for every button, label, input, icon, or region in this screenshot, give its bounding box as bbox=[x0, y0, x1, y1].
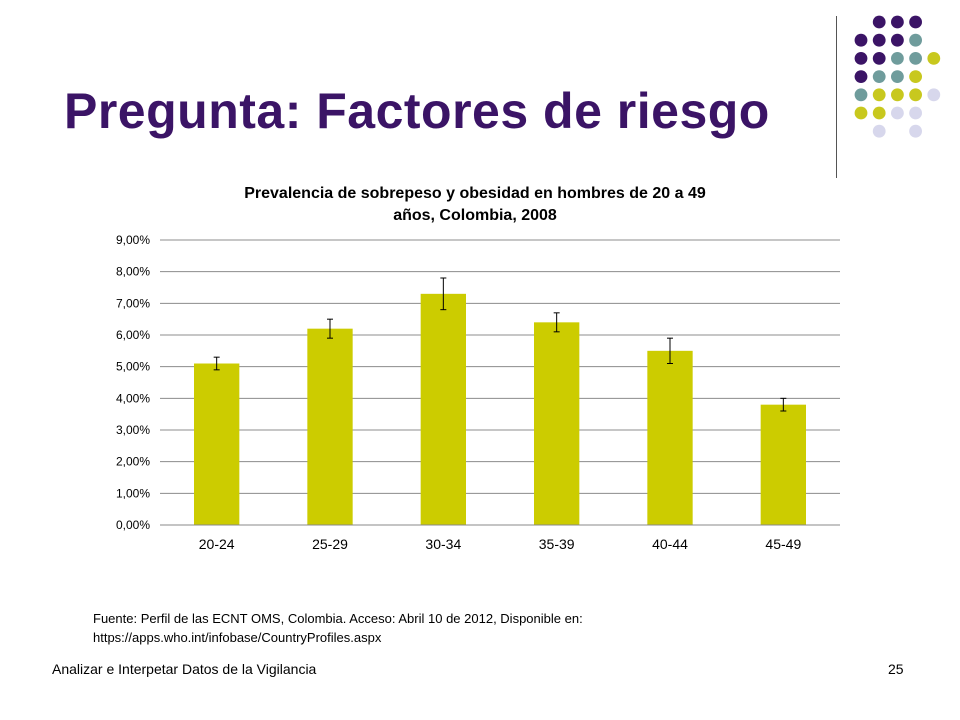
y-tick-label: 3,00% bbox=[116, 423, 150, 437]
bar-25-29 bbox=[307, 328, 353, 525]
decorative-dot bbox=[891, 106, 904, 120]
decorative-dot bbox=[872, 106, 886, 120]
decorative-dot bbox=[854, 88, 868, 102]
error-bars bbox=[213, 277, 787, 412]
bars bbox=[194, 293, 806, 525]
decorative-dot bbox=[927, 52, 941, 65]
decorative-dot bbox=[854, 106, 868, 120]
gridlines bbox=[160, 239, 840, 526]
y-tick-label: 7,00% bbox=[116, 296, 150, 310]
footer-text: Analizar e Interpetar Datos de la Vigila… bbox=[52, 661, 317, 677]
y-tick-label: 8,00% bbox=[116, 265, 150, 279]
decorative-dot bbox=[872, 88, 886, 102]
x-tick-label: 35-39 bbox=[539, 536, 575, 552]
source-note: Fuente: Perfil de las ECNT OMS, Colombia… bbox=[93, 609, 693, 647]
decorative-dot bbox=[909, 124, 922, 138]
decorative-dot bbox=[909, 70, 922, 83]
decorative-dot bbox=[872, 124, 886, 138]
bar-20-24 bbox=[194, 363, 240, 525]
bar-45-49 bbox=[760, 404, 806, 525]
decorative-dot bbox=[909, 33, 922, 47]
decorative-dot bbox=[891, 52, 904, 65]
decorative-dot bbox=[854, 70, 868, 83]
y-tick-label: 0,00% bbox=[116, 518, 150, 532]
decorative-dot bbox=[854, 52, 868, 65]
decorative-dot bbox=[909, 15, 922, 29]
decorative-dot bbox=[872, 15, 886, 29]
decorative-dot bbox=[927, 88, 941, 102]
error-bar-35-39 bbox=[553, 312, 560, 333]
error-bar-45-49 bbox=[780, 397, 787, 412]
bar-chart: Prevalencia de sobrepeso y obesidad en h… bbox=[116, 185, 840, 552]
y-tick-label: 9,00% bbox=[116, 233, 150, 247]
decorative-vertical-line bbox=[836, 16, 837, 178]
y-tick-label: 5,00% bbox=[116, 360, 150, 374]
decorative-dot bbox=[891, 88, 904, 102]
bar-35-39 bbox=[534, 322, 580, 525]
decorative-dot bbox=[891, 15, 904, 29]
y-tick-label: 4,00% bbox=[116, 391, 150, 405]
decorative-dot bbox=[909, 88, 922, 102]
y-tick-label: 6,00% bbox=[116, 328, 150, 342]
x-tick-label: 25-29 bbox=[312, 536, 348, 552]
decorative-dot bbox=[872, 70, 886, 83]
decorative-dot-grid bbox=[854, 15, 941, 138]
x-tick-label: 20-24 bbox=[199, 536, 235, 552]
y-axis-tick-labels: 0,00% 1,00% 2,00% 3,00% 4,00% 5,00% 6,00% 7,00%… bbox=[116, 233, 150, 532]
x-tick-label: 45-49 bbox=[765, 536, 801, 552]
bar-30-34 bbox=[420, 293, 466, 525]
chart-title-line-1: Prevalencia de sobrepeso y obesidad en h… bbox=[244, 185, 706, 202]
x-axis-tick-labels: 20-24 25-29 30-34 35-39 40-44 45-49 bbox=[199, 536, 802, 552]
decorative-dot bbox=[891, 70, 904, 83]
bar-40-44 bbox=[647, 350, 693, 525]
decorative-dot bbox=[909, 106, 922, 120]
x-tick-label: 30-34 bbox=[425, 536, 461, 552]
source-url: https://apps.who.int/infobase/CountryPro… bbox=[93, 630, 382, 645]
decorative-dot bbox=[872, 52, 886, 65]
slide-title: Pregunta: Factores de riesgo bbox=[64, 83, 770, 139]
decorative-dot bbox=[909, 52, 922, 65]
source-line-1: Fuente: Perfil de las ECNT OMS, Colombia… bbox=[93, 611, 583, 626]
error-bar-30-34 bbox=[440, 277, 447, 311]
error-bar-20-24 bbox=[213, 356, 220, 371]
decorative-dot bbox=[872, 33, 886, 47]
decorative-dot bbox=[891, 33, 904, 47]
x-tick-label: 40-44 bbox=[652, 536, 688, 552]
y-tick-label: 2,00% bbox=[116, 455, 150, 469]
y-tick-label: 1,00% bbox=[116, 486, 150, 500]
error-bar-25-29 bbox=[327, 318, 333, 339]
error-bar-40-44 bbox=[667, 337, 673, 364]
chart-title-line-2: años, Colombia, 2008 bbox=[393, 207, 557, 224]
decorative-dot bbox=[854, 33, 868, 47]
page-number: 25 bbox=[888, 661, 904, 677]
